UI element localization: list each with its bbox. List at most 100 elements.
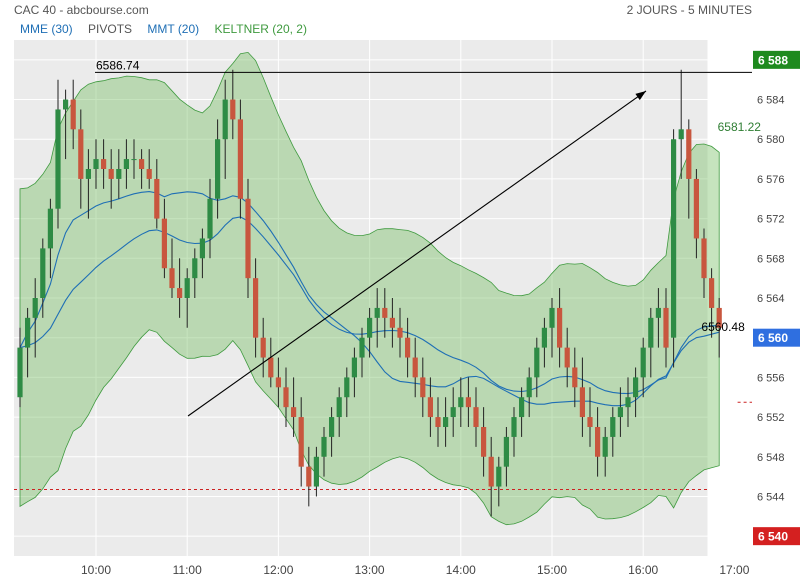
candle-body: [40, 248, 46, 298]
y-tick-label: 6 580: [757, 134, 785, 146]
candle-body: [146, 169, 152, 179]
x-tick-label: 12:00: [263, 563, 293, 577]
candle-body: [25, 317, 31, 348]
candle-body: [253, 278, 259, 338]
candle-body: [313, 456, 319, 487]
y-tick-label: 6 568: [757, 253, 785, 265]
candle-body: [587, 417, 593, 427]
price-marker-current-bg: [753, 328, 800, 347]
candle-body: [496, 466, 502, 487]
candle-body: [101, 159, 107, 169]
x-tick-label: 10:00: [81, 563, 111, 577]
candle-body: [184, 278, 190, 298]
candle-body: [139, 159, 145, 169]
level-label-mid: 6581.22: [718, 120, 762, 134]
y-tick-label: 6 564: [757, 293, 785, 305]
candle-body: [420, 377, 426, 398]
candle-body: [655, 307, 661, 318]
price-marker-current: 6 560: [758, 331, 788, 345]
candle-body: [640, 347, 646, 378]
candle-body: [671, 139, 677, 338]
candle-body: [526, 377, 532, 398]
candle-body: [169, 268, 175, 289]
candle-body: [116, 169, 122, 179]
x-tick-label: 14:00: [446, 563, 476, 577]
chart-title: CAC 40 - abcbourse.com: [14, 3, 149, 17]
candle-body: [701, 238, 707, 279]
legend-pivots[interactable]: PIVOTS: [88, 22, 133, 36]
candle-body: [237, 119, 243, 199]
candle-body: [595, 427, 601, 457]
candle-body: [678, 129, 684, 140]
candle-body: [465, 397, 471, 408]
x-tick-label: 16:00: [628, 563, 658, 577]
price-marker-high: 6 588: [758, 53, 788, 67]
candle-body: [519, 397, 525, 418]
candle-body: [374, 307, 380, 318]
candle-body: [511, 417, 517, 437]
candle-body: [230, 99, 236, 120]
candle-body: [610, 417, 616, 437]
y-tick-label: 6 548: [757, 452, 785, 464]
candle-body: [70, 99, 76, 130]
candle-body: [108, 169, 114, 179]
x-tick-label: 13:00: [355, 563, 385, 577]
legend: MME (30) PIVOTS MMT (20) KELTNER (20, 2): [20, 22, 319, 36]
candle-body: [47, 208, 53, 249]
candle-body: [633, 377, 639, 398]
candle-body: [412, 357, 418, 378]
candle-body: [503, 436, 509, 467]
candle-body: [473, 407, 479, 427]
candle-body: [199, 238, 205, 259]
candle-body: [222, 99, 228, 140]
legend-keltner[interactable]: KELTNER (20, 2): [214, 22, 307, 36]
candle-body: [32, 298, 38, 318]
y-tick-label: 6 576: [757, 174, 785, 186]
candle-body: [716, 307, 722, 328]
candle-body: [55, 109, 61, 209]
candle-body: [557, 307, 563, 348]
candle-body: [192, 258, 198, 279]
legend-mme[interactable]: MME (30): [20, 22, 73, 36]
y-tick-label: 6 544: [757, 491, 785, 503]
keltner-band: [19, 51, 720, 526]
trend-arrow-head: [635, 91, 646, 101]
y-tick-label: 6 572: [757, 214, 785, 226]
level-label-low: 6560.48: [701, 320, 745, 334]
legend-mmt[interactable]: MMT (20): [147, 22, 200, 36]
candle-body: [693, 178, 699, 239]
candle-body: [481, 427, 487, 457]
candle-body: [336, 397, 342, 418]
candle-body: [663, 307, 669, 348]
candle-body: [427, 397, 433, 418]
y-tick-label: 6 556: [757, 372, 785, 384]
candle-body: [78, 129, 84, 179]
candle-body: [161, 218, 167, 269]
trend-arrow-line: [187, 90, 647, 417]
chart-period: 2 JOURS - 5 MINUTES: [626, 3, 752, 17]
candle-body: [359, 337, 365, 358]
candle-body: [435, 417, 441, 427]
candle-body: [541, 327, 547, 348]
candle-body: [298, 417, 304, 467]
candle-body: [329, 417, 335, 437]
candle-body: [397, 327, 403, 338]
x-tick-label: 15:00: [537, 563, 567, 577]
candle-body: [215, 139, 221, 199]
candle-body: [131, 159, 137, 161]
candle-body: [351, 357, 357, 378]
x-tick-label: 11:00: [173, 563, 202, 577]
candle-body: [625, 397, 631, 408]
candle-body: [617, 407, 623, 418]
candle-body: [367, 317, 373, 338]
candle-body: [260, 337, 266, 358]
candle-body: [382, 307, 388, 318]
y-tick-label: 6 552: [757, 412, 785, 424]
candle-body: [648, 317, 654, 348]
candle-body: [488, 456, 494, 487]
candle-body: [93, 159, 99, 169]
candle-body: [123, 159, 129, 169]
candle-body: [602, 436, 608, 457]
candle-body: [405, 337, 411, 358]
